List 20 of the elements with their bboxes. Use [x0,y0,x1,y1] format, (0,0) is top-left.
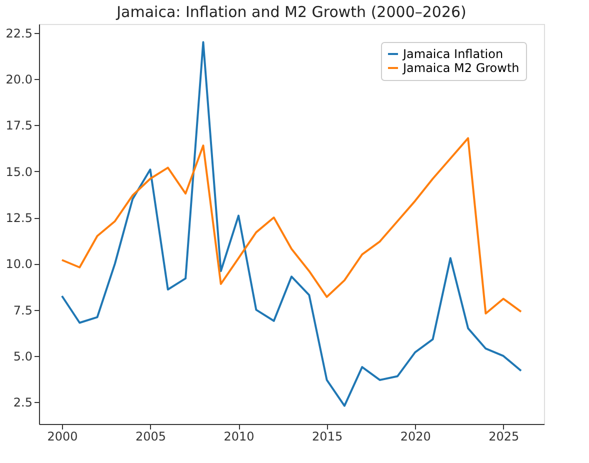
x-tick-label: 2015 [312,430,343,444]
chart-title: Jamaica: Inflation and M2 Growth (2000–2026) [116,3,466,21]
line-series [60,137,522,315]
y-tick-label: 10.0 [6,257,32,272]
y-tick-label: 22.5 [6,26,32,40]
y-tick-label: 17.5 [6,118,32,133]
y-tick-label: 12.5 [6,211,32,226]
y-tick-label: 7.5 [13,303,32,318]
x-tick-label: 2020 [400,430,431,444]
y-tick-label: 2.5 [13,396,32,410]
y-tick-label: 15.0 [6,164,32,179]
x-tick-label: 2000 [47,430,78,444]
legend-label: Jamaica Inflation [402,47,504,61]
x-tick-label: 2025 [488,430,520,444]
y-tick-label: 5.0 [13,349,32,364]
y-tick-label: 20.0 [6,72,32,87]
line-series [60,41,522,407]
legend-label: Jamaica M2 Growth [402,61,520,75]
x-tick-label: 2005 [135,430,166,444]
x-tick-label: 2010 [224,430,254,444]
